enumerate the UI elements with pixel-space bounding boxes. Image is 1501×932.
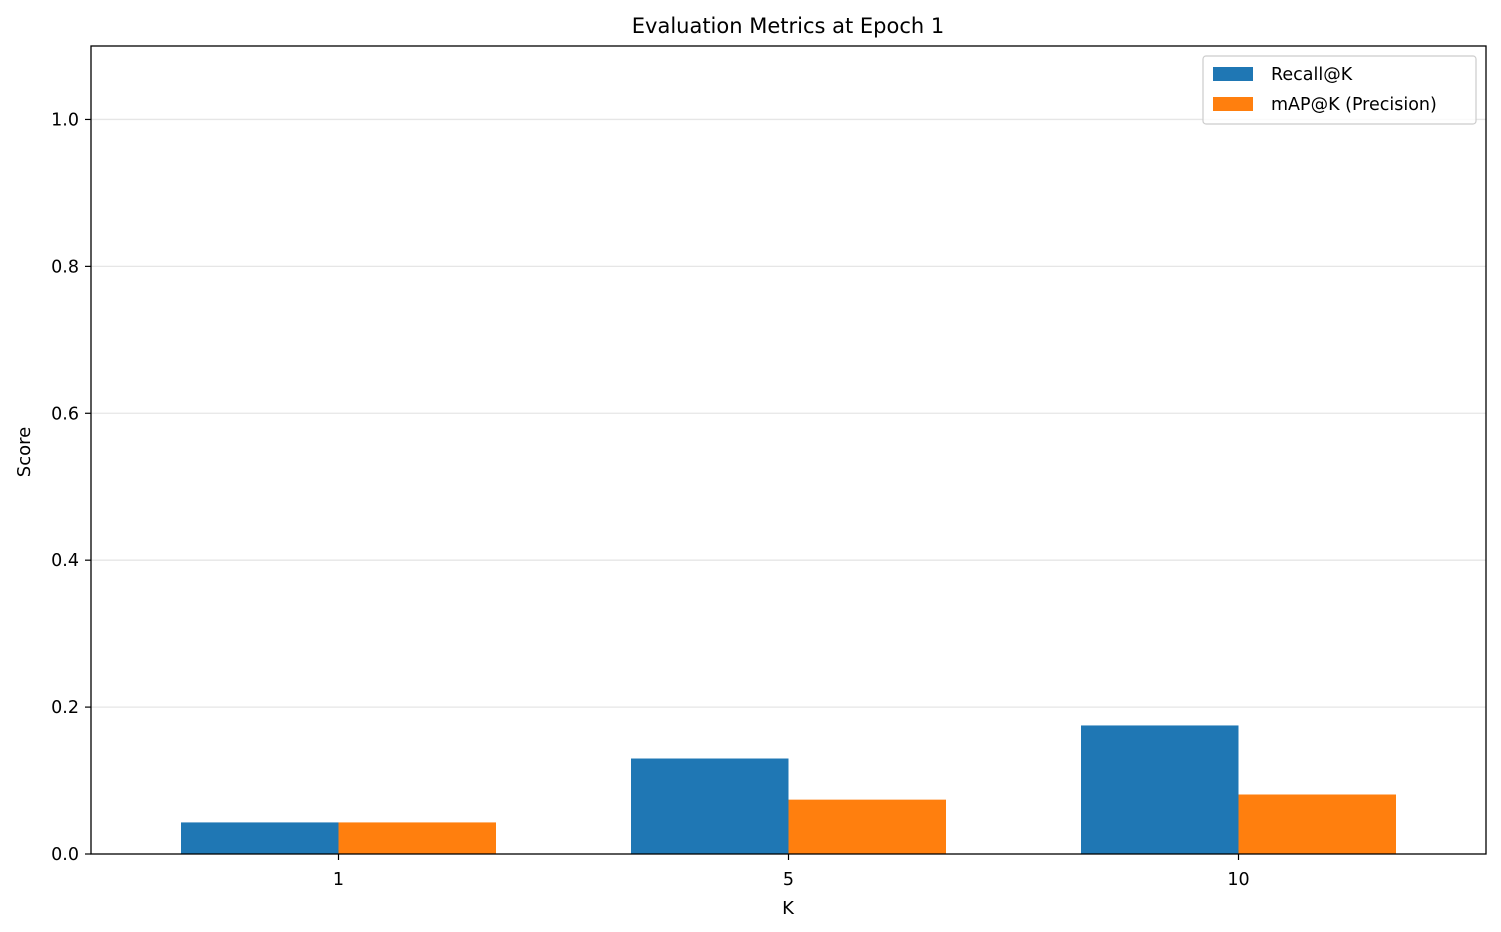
- x-tick-label: 10: [1227, 870, 1249, 890]
- legend-label: mAP@K (Precision): [1271, 95, 1437, 115]
- legend: Recall@K mAP@K (Precision): [1202, 55, 1477, 125]
- x-tick-label: 1: [333, 870, 344, 890]
- y-tick-label: 0.6: [51, 404, 79, 424]
- y-gridlines: [91, 118, 1486, 708]
- y-axis-label: Score: [14, 427, 35, 477]
- y-tick-label: 0.4: [51, 551, 79, 571]
- x-axis-label: K: [782, 898, 795, 919]
- y-tick-label: 0.2: [51, 698, 79, 718]
- legend-swatch: [1213, 67, 1253, 81]
- y-tick-label: 0.0: [51, 845, 79, 865]
- legend-swatch: [1213, 97, 1253, 111]
- bar-map-k10: [1238, 794, 1396, 854]
- y-tick-label: 1.0: [51, 110, 79, 130]
- chart-title: Evaluation Metrics at Epoch 1: [632, 14, 945, 38]
- plot-frame: [90, 45, 1487, 855]
- bar-recall-k10: [1081, 725, 1239, 854]
- bar-map-k1: [338, 822, 496, 854]
- legend-label: Recall@K: [1271, 65, 1353, 85]
- x-tick-label: 5: [783, 870, 794, 890]
- axis-ticks: 0.0 0.2 0.4 0.6 0.8 1.0 1 5 10: [51, 110, 1249, 890]
- bar-map-k5: [788, 799, 946, 854]
- bar-recall-k5: [631, 758, 789, 854]
- bar-recall-k1: [181, 822, 339, 854]
- y-tick-label: 0.8: [51, 257, 79, 277]
- legend-box: [1202, 55, 1477, 125]
- bars: [181, 725, 1396, 854]
